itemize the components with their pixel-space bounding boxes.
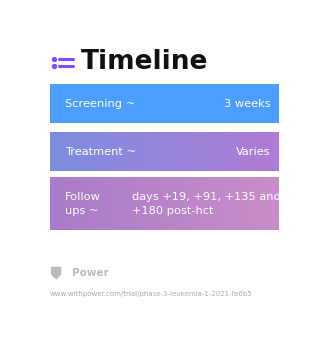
- Text: ❯: ❯: [52, 268, 60, 278]
- Polygon shape: [52, 268, 60, 279]
- FancyBboxPatch shape: [46, 81, 282, 127]
- Text: 3 weeks: 3 weeks: [224, 99, 271, 109]
- Text: Timeline: Timeline: [81, 49, 208, 75]
- Text: days +19, +91, +135 and
+180 post-hct: days +19, +91, +135 and +180 post-hct: [132, 192, 281, 215]
- Text: Treatment ~: Treatment ~: [65, 147, 136, 157]
- Text: Follow
ups ~: Follow ups ~: [65, 192, 101, 215]
- FancyBboxPatch shape: [46, 174, 282, 234]
- Text: www.withpower.com/trial/phase-3-leukemia-1-2021-fe6b5: www.withpower.com/trial/phase-3-leukemia…: [50, 291, 252, 297]
- FancyBboxPatch shape: [46, 128, 282, 175]
- Text: Power: Power: [72, 268, 109, 278]
- Text: Varies: Varies: [236, 147, 271, 157]
- Text: Screening ~: Screening ~: [65, 99, 135, 109]
